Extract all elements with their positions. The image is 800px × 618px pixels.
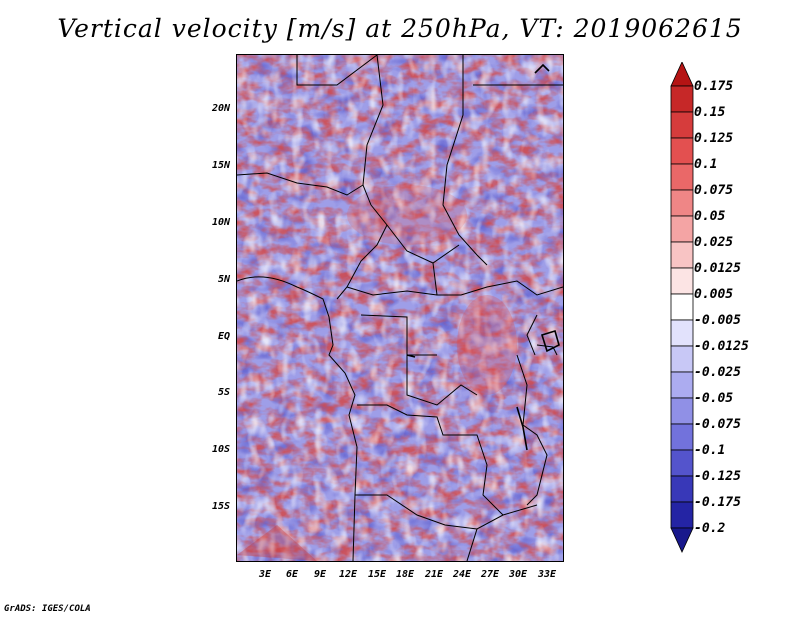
- colorbar-segment: [670, 85, 694, 113]
- colorbar-label: 0.025: [694, 235, 734, 250]
- colorbar-label: -0.2: [694, 521, 726, 536]
- map-panel: [236, 54, 564, 562]
- convection-zone-north: [347, 185, 467, 245]
- lon-label-9e: 9E: [313, 569, 327, 580]
- colorbar-label: 0.05: [694, 209, 726, 224]
- colorbar-segment: [670, 111, 694, 139]
- colorbar-segment: [670, 215, 694, 243]
- colorbar-label: -0.025: [694, 365, 741, 380]
- colorbar-segment: [670, 423, 694, 451]
- lon-label-27e: 27E: [480, 569, 500, 580]
- footer-credit: GrADS: IGES/COLA: [4, 604, 91, 614]
- colorbar-label: -0.125: [694, 469, 741, 484]
- colorbar-label: 0.15: [694, 105, 726, 120]
- colorbar-top-arrow: [670, 62, 694, 87]
- lat-label-eq: EQ: [217, 331, 230, 342]
- colorbar-segment: [670, 319, 694, 347]
- colorbar-label: -0.1: [694, 443, 726, 458]
- chart-title: Vertical velocity [m/s] at 250hPa, VT: 2…: [57, 14, 743, 43]
- lon-label-15e: 15E: [367, 569, 387, 580]
- colorbar-segment: [670, 293, 694, 321]
- colorbar-segment: [670, 189, 694, 217]
- colorbar-label: 0.125: [694, 131, 734, 146]
- sw-feature: [237, 525, 317, 561]
- lon-label-18e: 18E: [395, 569, 415, 580]
- lon-label-21e: 21E: [424, 569, 444, 580]
- colorbar-bottom-arrow: [670, 527, 694, 553]
- colorbar-label: -0.05: [694, 391, 734, 406]
- colorbar-segment: [670, 345, 694, 373]
- velocity-field-map: [237, 55, 563, 561]
- lon-label-24e: 24E: [452, 569, 472, 580]
- colorbar-segment: [670, 371, 694, 399]
- lon-label-3e: 3E: [258, 569, 272, 580]
- field-neutral-layer: [237, 55, 563, 561]
- colorbar: [670, 62, 694, 553]
- lake-outlines: [406, 63, 560, 451]
- lon-label-33e: 33E: [537, 569, 557, 580]
- colorbar-segment: [670, 267, 694, 295]
- colorbar-segment: [670, 397, 694, 425]
- lat-label-20n: 20N: [211, 103, 230, 114]
- lon-label-12e: 12E: [338, 569, 358, 580]
- colorbar-label: 0.075: [694, 183, 734, 198]
- country-borders: [237, 55, 563, 561]
- convection-zone-east: [457, 295, 517, 395]
- lat-label-15s: 15S: [211, 501, 230, 512]
- lon-label-6e: 6E: [285, 569, 299, 580]
- colorbar-segment: [670, 241, 694, 269]
- colorbar-label: -0.005: [694, 313, 741, 328]
- colorbar-segment: [670, 137, 694, 165]
- colorbar-label: -0.0125: [694, 339, 749, 354]
- lat-label-10s: 10S: [211, 444, 230, 455]
- lat-label-10n: 10N: [211, 217, 230, 228]
- colorbar-segment: [670, 475, 694, 503]
- colorbar-segment: [670, 501, 694, 529]
- colorbar-segment: [670, 163, 694, 191]
- lon-label-30e: 30E: [508, 569, 528, 580]
- colorbar-segment: [670, 449, 694, 477]
- lat-label-15n: 15N: [211, 160, 230, 171]
- colorbar-label: 0.005: [694, 287, 734, 302]
- colorbar-label: 0.175: [694, 79, 734, 94]
- lat-label-5s: 5S: [217, 387, 230, 398]
- colorbar-label: -0.175: [694, 495, 741, 510]
- colorbar-label: 0.1: [694, 157, 718, 172]
- lat-label-5n: 5N: [217, 274, 230, 285]
- colorbar-label: -0.075: [694, 417, 741, 432]
- colorbar-label: 0.0125: [694, 261, 741, 276]
